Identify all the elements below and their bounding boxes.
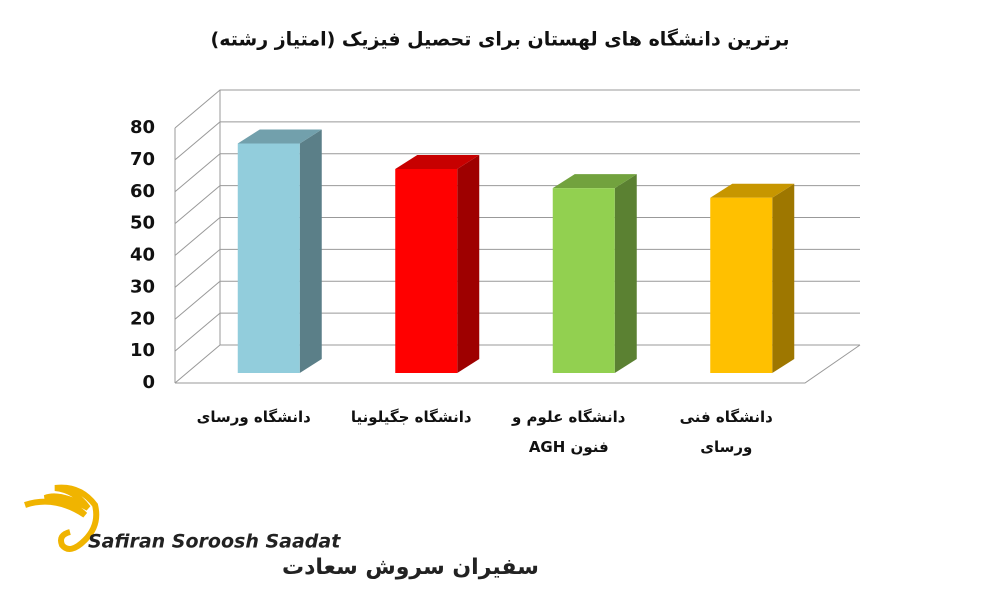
brand-persian: سفیران سروش سعادت [282, 555, 539, 580]
logo: Safiran Soroosh Saadat سفیران سروش سعادت [24, 484, 539, 580]
logo-wing [24, 484, 100, 552]
grid-line [174, 312, 860, 352]
bar [710, 197, 773, 373]
y-tick-label: 20 [130, 308, 155, 329]
x-tick-label: دانشگاه فنی ورسای [679, 408, 773, 456]
grid-line [174, 121, 860, 161]
chart-title: برترین دانشگاه های لهستان برای تحصیل فیز… [211, 28, 790, 51]
floor [175, 344, 861, 384]
bar-side [772, 183, 795, 373]
bar-top [710, 183, 795, 198]
grid-line [174, 344, 860, 384]
bar-side [299, 129, 322, 373]
x-tick-label: دانشگاه جگیلونیا [350, 408, 472, 426]
bar [395, 169, 458, 373]
y-tick-label: 40 [130, 245, 155, 266]
grid-line [174, 89, 860, 129]
grid-line [174, 153, 860, 193]
y-tick-label: 0 [142, 372, 155, 393]
bar-top [395, 155, 480, 169]
brand-latin: Safiran Soroosh Saadat [88, 531, 341, 553]
bar-top [552, 174, 637, 189]
y-tick-label: 80 [130, 117, 155, 138]
grid-line [174, 248, 860, 288]
bar [237, 143, 300, 373]
bar-side [457, 155, 480, 373]
y-tick-label: 30 [130, 276, 155, 297]
grid-line [174, 217, 860, 256]
y-tick-label: 70 [130, 149, 155, 170]
x-tick-label: دانشگاه ورسای [196, 408, 311, 426]
bar [552, 188, 615, 373]
bar-top [237, 129, 322, 144]
bar-side [614, 174, 637, 373]
grid-line [174, 280, 860, 320]
y-tick-label: 10 [130, 340, 155, 361]
y-tick-label: 60 [130, 181, 155, 202]
y-tick-label: 50 [130, 213, 155, 234]
x-tick-label: دانشگاه علوم و فنون AGH [512, 408, 626, 456]
grid-line [174, 185, 860, 225]
